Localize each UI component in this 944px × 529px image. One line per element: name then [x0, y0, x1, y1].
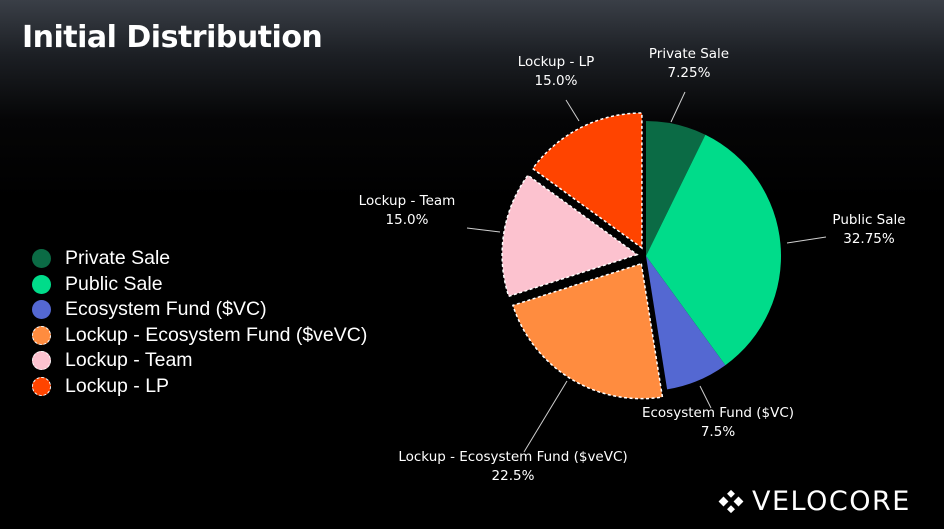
slice-value-lockup-lp: 15.0% — [535, 73, 578, 89]
pie-slice-lockup-ecosystem-fund — [511, 262, 664, 400]
legend-swatch-public-sale — [32, 274, 51, 294]
leader-line-lockup-ecosystem-fund — [523, 380, 568, 453]
leader-line-ecosystem-fund — [699, 385, 712, 409]
legend-label-private-sale: Private Sale — [65, 247, 171, 270]
legend-item-lockup-team: Lockup - Team — [32, 348, 367, 374]
slice-label-public-sale: Public Sale — [832, 212, 905, 228]
legend-label-lockup-ecosystem-fund: Lockup - Ecosystem Fund ($veVC) — [65, 323, 368, 346]
leader-line-lockup-lp — [565, 99, 580, 122]
legend-swatch-ecosystem-fund — [32, 300, 51, 320]
leader-line-private-sale — [670, 91, 686, 123]
slice-value-public-sale: 32.75% — [843, 231, 895, 247]
leader-line-lockup-team — [466, 227, 501, 233]
slice-value-lockup-ecosystem-fund: 22.5% — [492, 468, 535, 484]
legend-swatch-lockup-lp — [32, 376, 51, 396]
legend-swatch-lockup-team — [32, 351, 51, 371]
legend-label-lockup-team: Lockup - Team — [65, 349, 193, 372]
legend-label-public-sale: Public Sale — [65, 272, 163, 295]
slice-label-ecosystem-fund: Ecosystem Fund ($VC) — [642, 405, 794, 421]
slice-label-lockup-lp: Lockup - LP — [518, 54, 595, 70]
pie-slice-lockup-team — [501, 174, 639, 298]
slice-label-private-sale: Private Sale — [649, 46, 729, 62]
pie-slice-ecosystem-fund — [646, 256, 726, 390]
legend-item-private-sale: Private Sale — [32, 246, 367, 272]
leader-line-public-sale — [786, 236, 827, 244]
brand-name: VELOCORE — [752, 486, 911, 517]
pie-slice-private-sale — [646, 121, 706, 256]
slice-value-ecosystem-fund: 7.5% — [701, 424, 735, 440]
legend-item-public-sale: Public Sale — [32, 272, 367, 298]
page-title: Initial Distribution — [22, 20, 323, 55]
slice-label-lockup-team: Lockup - Team — [359, 193, 456, 209]
legend-swatch-lockup-ecosystem-fund — [32, 325, 51, 345]
slice-value-lockup-team: 15.0% — [386, 212, 429, 228]
velocore-logo-icon — [718, 489, 744, 513]
legend-item-lockup-ecosystem-fund: Lockup - Ecosystem Fund ($veVC) — [32, 323, 367, 349]
legend-item-ecosystem-fund: Ecosystem Fund ($VC) — [32, 297, 367, 323]
brand-logo: VELOCORE — [716, 486, 911, 517]
slice-value-private-sale: 7.25% — [668, 65, 711, 81]
pie-slice-public-sale — [646, 134, 782, 366]
legend-swatch-private-sale — [32, 249, 51, 269]
legend-label-lockup-lp: Lockup - LP — [65, 374, 170, 397]
legend-item-lockup-lp: Lockup - LP — [32, 374, 367, 400]
legend-label-ecosystem-fund: Ecosystem Fund ($VC) — [65, 298, 267, 321]
pie-slice-lockup-lp — [531, 112, 643, 250]
chart-legend: Private Sale Public Sale Ecosystem Fund … — [32, 246, 367, 399]
slice-label-lockup-ecosystem-fund: Lockup - Ecosystem Fund ($veVC) — [398, 449, 627, 465]
